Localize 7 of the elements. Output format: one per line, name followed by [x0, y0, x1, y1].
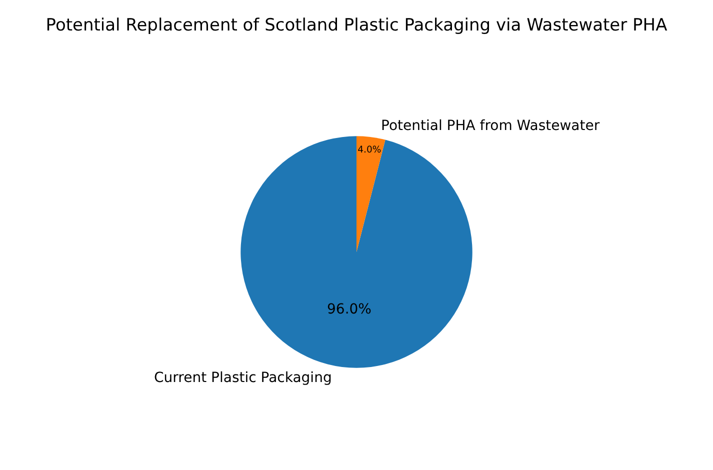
data-label: 96.0% [327, 301, 372, 318]
chart-title: Potential Replacement of Scotland Plastic Packaging via Wastewater PHA [46, 16, 668, 36]
slice-label: Current Plastic Packaging [154, 370, 332, 386]
slice-label: Potential PHA from Wastewater [381, 118, 600, 134]
pie-slice [240, 136, 472, 368]
pie-slice [356, 136, 386, 252]
data-label: 4.0% [358, 144, 382, 156]
